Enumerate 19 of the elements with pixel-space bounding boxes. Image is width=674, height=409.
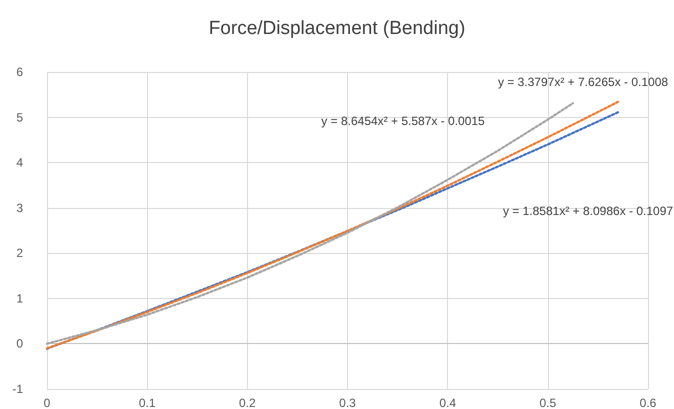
- chart-title: Force/Displacement (Bending): [208, 18, 466, 39]
- y-tick-label: 5: [16, 110, 24, 124]
- y-tick-label: 0: [16, 336, 24, 351]
- x-tick-label: 0.2: [238, 396, 256, 409]
- y-tick-label: 4: [16, 156, 24, 170]
- annotation: y = 8.6454x² + 5.587x - 0.0015: [321, 114, 486, 128]
- annotation: y = 3.3797x² + 7.6265x - 0.1008: [498, 75, 668, 89]
- x-tick-label: 0: [44, 396, 51, 409]
- x-tick-label: 0.1: [138, 396, 156, 409]
- x-tick-label: 0.3: [339, 396, 356, 409]
- y-tick-label: -1: [12, 382, 24, 396]
- annotation: y = 1.8581x² + 8.0986x - 0.1097: [502, 204, 674, 218]
- x-tick-label: 0.6: [640, 396, 657, 409]
- y-tick-label: 2: [16, 246, 24, 260]
- y-tick-label: 3: [16, 200, 24, 215]
- x-tick-label: 0.4: [439, 396, 456, 409]
- y-tick-label: 6: [16, 65, 24, 79]
- x-tick-label: 0.5: [539, 396, 556, 409]
- y-tick-label: 1: [16, 291, 24, 306]
